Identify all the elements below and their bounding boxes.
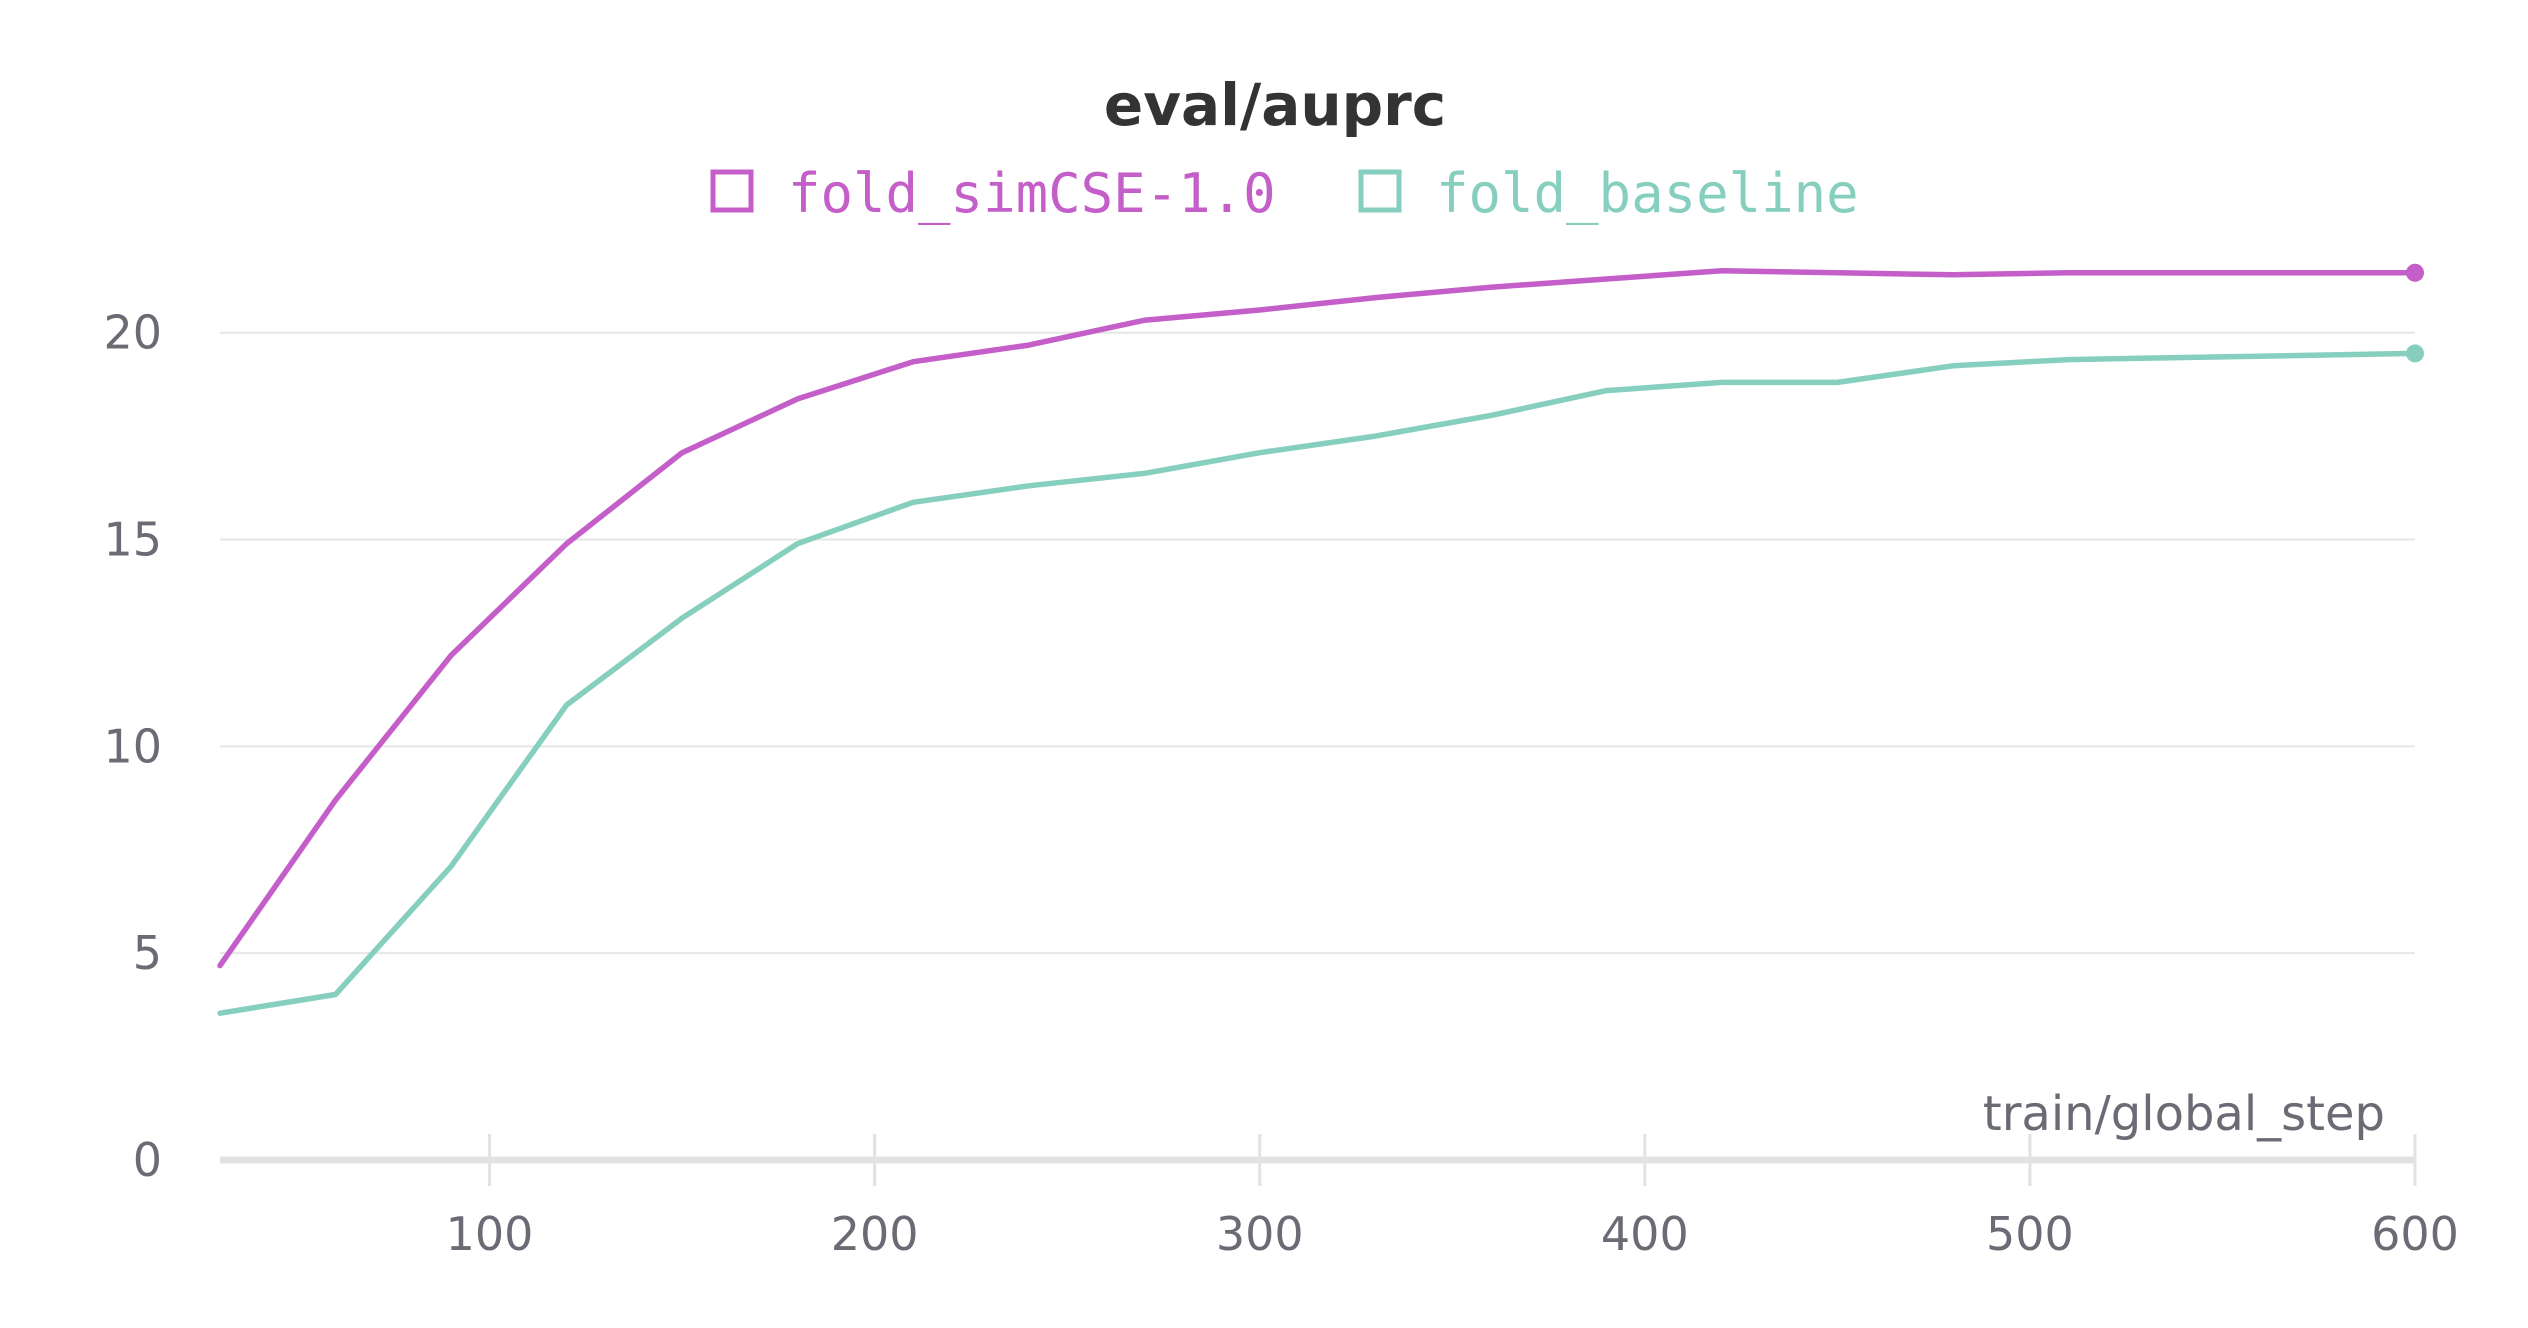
plot-area (217, 263, 2424, 1016)
x-tick-label-5: 600 (2371, 1207, 2459, 1261)
series-line-1 (217, 350, 2418, 1016)
y-tick-label-1: 5 (133, 926, 162, 980)
chart-title: eval/auprc (1104, 71, 1446, 139)
y-axis: 0 5 10 15 20 (103, 306, 162, 1187)
x-tick-label-3: 400 (1601, 1207, 1689, 1261)
series-line-0 (217, 267, 2418, 969)
series-end-point-0[interactable] (2406, 263, 2424, 282)
series-end-point-1[interactable] (2406, 344, 2424, 363)
grid-lines (220, 331, 2415, 955)
legend-label-baseline: fold_baseline (1436, 162, 1859, 225)
legend-item-baseline[interactable]: fold_baseline (1358, 162, 1859, 225)
x-axis-title: train/global_step (1983, 1086, 2385, 1142)
legend-swatch-simcse (710, 169, 754, 213)
legend-label-simcse: fold_simCSE-1.0 (788, 162, 1276, 225)
y-tick-label-4: 20 (103, 306, 162, 360)
legend-item-simcse[interactable]: fold_simCSE-1.0 (710, 162, 1276, 225)
x-tick-label-2: 300 (1216, 1207, 1304, 1261)
x-tick-label-0: 100 (446, 1207, 534, 1261)
x-tick-label-4: 500 (1986, 1207, 2074, 1261)
x-tick-label-1: 200 (831, 1207, 919, 1261)
y-tick-label-3: 15 (103, 513, 162, 567)
legend-swatch-baseline (1358, 169, 1402, 213)
legend: fold_simCSE-1.0 fold_baseline (710, 162, 1859, 225)
x-axis: 100 200 300 400 500 600 (220, 1134, 2459, 1261)
y-tick-label-0: 0 (133, 1133, 162, 1187)
y-tick-label-2: 10 (103, 719, 162, 773)
